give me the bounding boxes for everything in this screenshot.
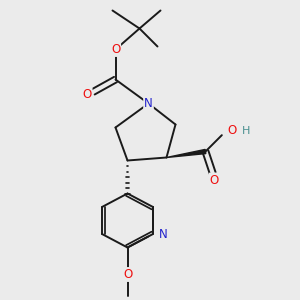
- Text: O: O: [82, 88, 91, 101]
- Text: O: O: [210, 173, 219, 187]
- Text: N: N: [159, 227, 168, 241]
- Text: O: O: [227, 124, 236, 137]
- Text: H: H: [242, 125, 250, 136]
- Polygon shape: [167, 149, 206, 158]
- Text: N: N: [144, 97, 153, 110]
- Text: O: O: [111, 43, 120, 56]
- Text: O: O: [123, 268, 132, 281]
